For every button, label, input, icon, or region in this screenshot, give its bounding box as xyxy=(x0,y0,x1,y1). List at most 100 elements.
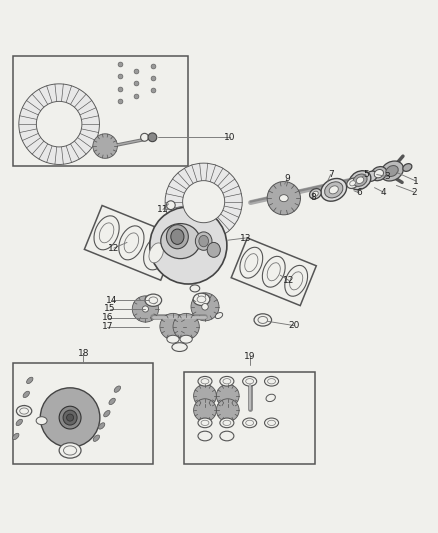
Text: 18: 18 xyxy=(78,349,89,358)
Text: 14: 14 xyxy=(106,296,117,305)
Text: 11: 11 xyxy=(157,205,169,214)
Ellipse shape xyxy=(201,378,209,384)
Polygon shape xyxy=(231,238,316,305)
Ellipse shape xyxy=(93,435,99,441)
Ellipse shape xyxy=(197,296,206,303)
Ellipse shape xyxy=(63,410,77,425)
Ellipse shape xyxy=(13,433,19,440)
Circle shape xyxy=(216,384,239,407)
Ellipse shape xyxy=(16,419,22,426)
Ellipse shape xyxy=(161,223,200,259)
Ellipse shape xyxy=(285,265,307,296)
Ellipse shape xyxy=(258,317,268,324)
Ellipse shape xyxy=(114,386,120,392)
Ellipse shape xyxy=(199,236,208,247)
Ellipse shape xyxy=(142,306,148,312)
Ellipse shape xyxy=(167,335,179,343)
Ellipse shape xyxy=(215,312,223,319)
Ellipse shape xyxy=(16,406,32,416)
Circle shape xyxy=(194,399,216,422)
Ellipse shape xyxy=(149,243,163,263)
Ellipse shape xyxy=(246,378,254,384)
Text: 1: 1 xyxy=(413,176,419,185)
Ellipse shape xyxy=(350,181,356,186)
Text: 2: 2 xyxy=(411,188,417,197)
Ellipse shape xyxy=(243,418,257,427)
Ellipse shape xyxy=(403,164,412,172)
Ellipse shape xyxy=(201,303,208,310)
Ellipse shape xyxy=(268,378,276,384)
Ellipse shape xyxy=(104,410,110,417)
Text: 15: 15 xyxy=(104,304,115,313)
Ellipse shape xyxy=(321,179,346,201)
Ellipse shape xyxy=(265,376,279,386)
Ellipse shape xyxy=(254,314,272,326)
Text: 12: 12 xyxy=(283,276,295,285)
Ellipse shape xyxy=(64,446,77,455)
Ellipse shape xyxy=(371,167,387,181)
Circle shape xyxy=(40,388,100,447)
Ellipse shape xyxy=(325,182,343,198)
Ellipse shape xyxy=(220,418,234,427)
Circle shape xyxy=(19,84,99,165)
Text: 20: 20 xyxy=(289,321,300,330)
Text: 3: 3 xyxy=(385,172,391,181)
Circle shape xyxy=(267,182,300,215)
Ellipse shape xyxy=(245,254,258,272)
Text: 17: 17 xyxy=(102,322,113,332)
Ellipse shape xyxy=(268,420,276,425)
Ellipse shape xyxy=(36,417,47,425)
Ellipse shape xyxy=(20,408,28,414)
Ellipse shape xyxy=(148,133,157,142)
Ellipse shape xyxy=(99,223,114,243)
Circle shape xyxy=(183,181,225,223)
Bar xyxy=(184,372,315,464)
Ellipse shape xyxy=(223,378,231,384)
Text: 5: 5 xyxy=(363,170,369,179)
Circle shape xyxy=(150,207,227,284)
Ellipse shape xyxy=(366,171,377,181)
Ellipse shape xyxy=(109,398,115,405)
Ellipse shape xyxy=(349,171,371,190)
Ellipse shape xyxy=(166,225,188,249)
Ellipse shape xyxy=(193,293,210,305)
Text: 4: 4 xyxy=(381,188,386,197)
Text: 9: 9 xyxy=(284,174,290,183)
Ellipse shape xyxy=(220,376,234,386)
Ellipse shape xyxy=(59,406,81,429)
Text: 12: 12 xyxy=(108,244,120,253)
Text: 7: 7 xyxy=(328,170,334,179)
Ellipse shape xyxy=(386,166,398,176)
Ellipse shape xyxy=(265,418,279,427)
Ellipse shape xyxy=(67,414,74,421)
Ellipse shape xyxy=(144,236,169,270)
Ellipse shape xyxy=(312,191,318,196)
Ellipse shape xyxy=(124,233,139,253)
Ellipse shape xyxy=(267,263,280,281)
Circle shape xyxy=(173,313,199,340)
Ellipse shape xyxy=(220,431,234,441)
Text: 16: 16 xyxy=(102,313,114,322)
Circle shape xyxy=(165,163,242,240)
Ellipse shape xyxy=(374,169,384,178)
Ellipse shape xyxy=(290,272,303,290)
Circle shape xyxy=(194,384,216,407)
Text: 19: 19 xyxy=(244,352,255,361)
Text: 6: 6 xyxy=(356,189,362,197)
Ellipse shape xyxy=(119,226,144,260)
Ellipse shape xyxy=(262,256,285,287)
Ellipse shape xyxy=(171,229,184,245)
Ellipse shape xyxy=(99,423,105,429)
Ellipse shape xyxy=(180,335,192,343)
Circle shape xyxy=(160,313,186,340)
Ellipse shape xyxy=(23,391,29,398)
Circle shape xyxy=(132,296,159,322)
Polygon shape xyxy=(328,179,343,190)
Ellipse shape xyxy=(59,443,81,458)
Circle shape xyxy=(93,134,117,158)
Ellipse shape xyxy=(279,195,288,201)
Ellipse shape xyxy=(356,177,364,183)
Ellipse shape xyxy=(145,294,162,306)
Ellipse shape xyxy=(166,201,175,209)
Ellipse shape xyxy=(172,343,187,351)
